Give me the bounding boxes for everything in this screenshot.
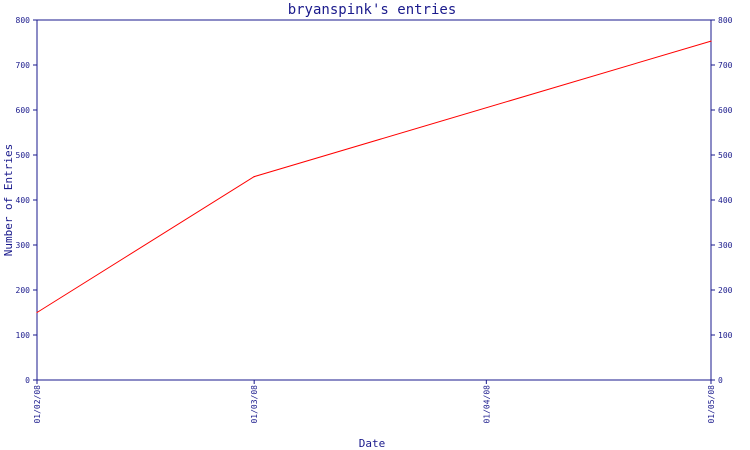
x-tick-label: 01/04/08 (482, 385, 491, 424)
y-tick-label-right: 700 (718, 61, 733, 70)
y-tick-label-right: 600 (718, 106, 733, 115)
data-point (253, 176, 255, 178)
y-tick-label-right: 300 (718, 241, 733, 250)
y-tick-label-left: 200 (16, 286, 31, 295)
data-point (36, 311, 38, 314)
x-axis: 01/02/08 01/03/08 01/04/08 01/05/08 (33, 380, 716, 424)
y-axis-label: Number of Entries (2, 144, 15, 257)
y-tick-label-left: 500 (16, 151, 31, 160)
y-tick-label-right: 0 (718, 376, 723, 385)
y-tick-label-left: 600 (16, 106, 31, 115)
y-tick-label-right: 500 (718, 151, 733, 160)
x-axis-label: Date (359, 437, 386, 450)
y-tick-label-right: 100 (718, 331, 733, 340)
x-tick-label: 01/02/08 (33, 385, 42, 424)
left-y-axis: 0 100 200 300 400 500 600 700 800 (16, 16, 37, 385)
plot-frame (36, 19, 712, 381)
data-point (710, 40, 712, 42)
y-tick-label-left: 700 (16, 61, 31, 70)
y-tick-label-right: 200 (718, 286, 733, 295)
y-tick-label-left: 0 (25, 376, 30, 385)
series-line (36, 40, 712, 313)
right-y-axis: 0 100 200 300 400 500 600 700 800 (711, 16, 733, 385)
chart-title: bryanspink's entries (288, 2, 457, 18)
y-tick-label-right: 800 (718, 16, 733, 25)
y-tick-label-left: 400 (16, 196, 31, 205)
y-tick-label-right: 400 (718, 196, 733, 205)
y-tick-label-left: 300 (16, 241, 31, 250)
y-tick-label-left: 800 (16, 16, 31, 25)
x-tick-label: 01/05/08 (707, 385, 716, 424)
x-tick-label: 01/03/08 (250, 385, 259, 424)
y-tick-label-left: 100 (16, 331, 31, 340)
series-layer (36, 40, 712, 314)
